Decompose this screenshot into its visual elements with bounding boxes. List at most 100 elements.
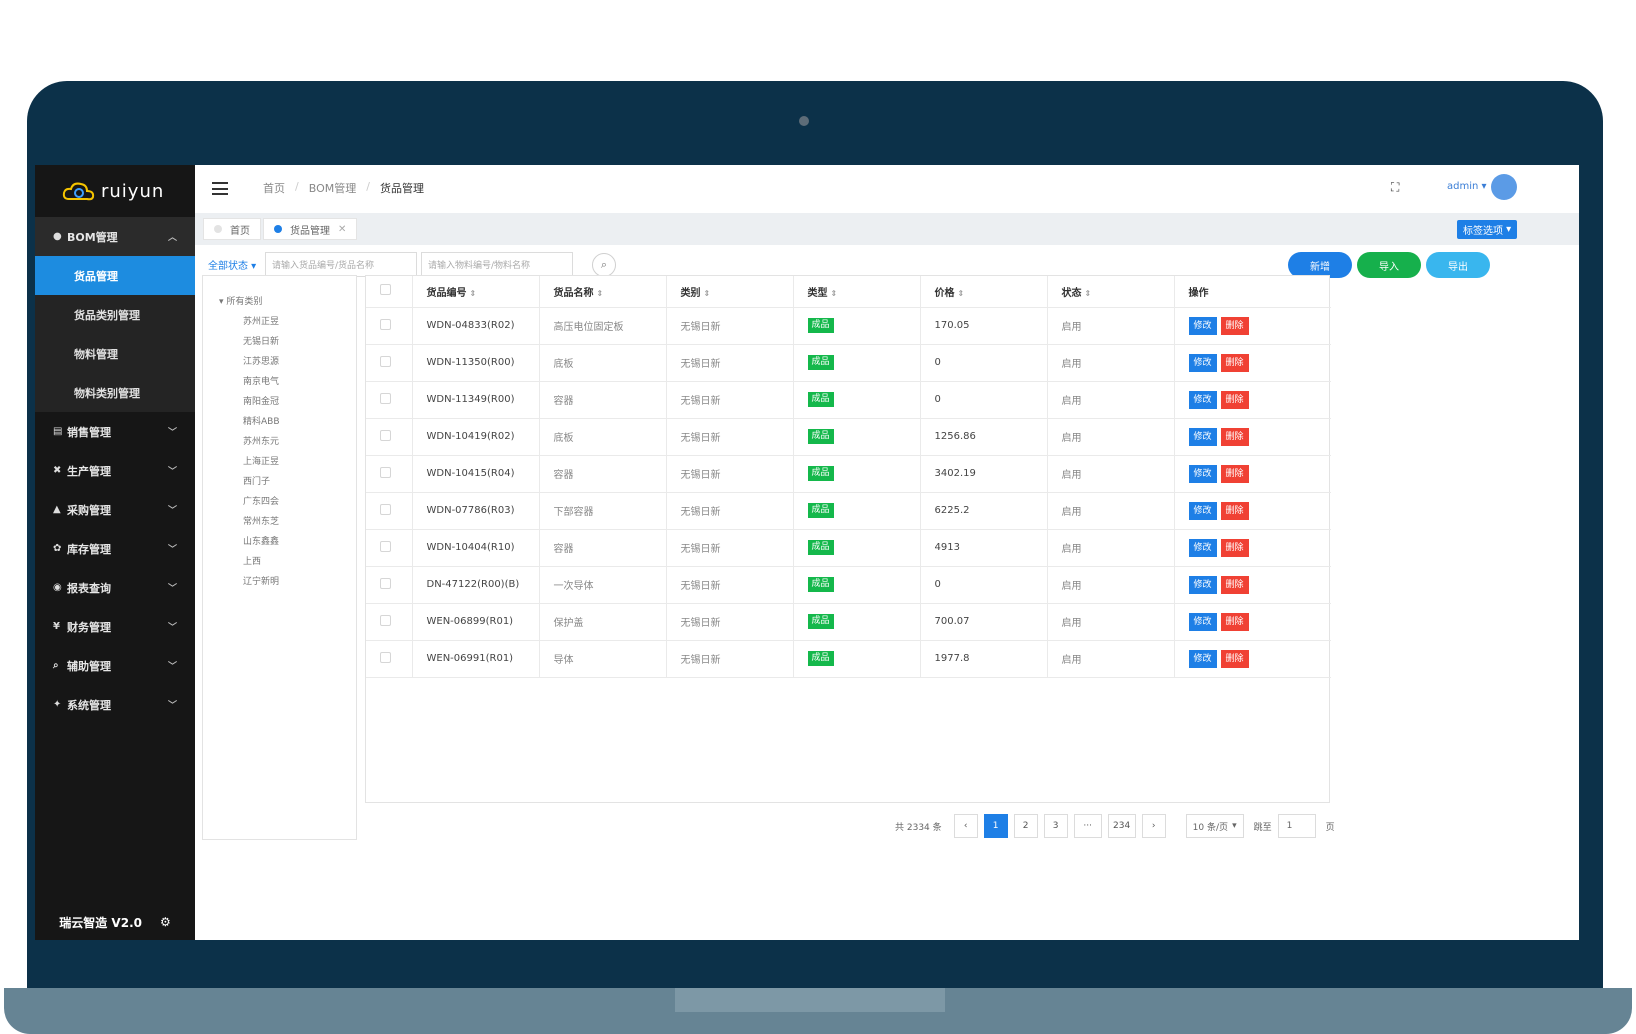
tree-node[interactable]: 山东鑫鑫 xyxy=(243,537,280,547)
export-button[interactable]: 导出 xyxy=(1426,252,1490,278)
page-button[interactable]: 234 xyxy=(1107,814,1136,838)
tree-node[interactable]: 上西 xyxy=(243,557,262,567)
tree-node[interactable]: 江苏思源 xyxy=(243,357,280,367)
col-price[interactable]: 价格 ⇕ xyxy=(920,276,1048,308)
select-all-checkbox[interactable] xyxy=(380,284,391,296)
prev-page-icon[interactable]: ‹ xyxy=(953,814,978,838)
row-checkbox[interactable] xyxy=(380,503,391,515)
fullscreen-icon[interactable]: ⛶ xyxy=(1391,180,1400,194)
close-icon[interactable]: ✕ xyxy=(338,223,347,235)
tab-options-button[interactable]: 标签选项 ▾ xyxy=(1457,220,1518,239)
tree-root[interactable]: ▾ 所有类别 xyxy=(219,294,262,307)
sidebar-item[interactable]: 货品管理 xyxy=(35,256,195,295)
edit-button[interactable]: 修改 xyxy=(1188,390,1217,409)
sidebar-group[interactable]: ⌕ 辅助管理 ﹀ xyxy=(35,646,195,685)
edit-button[interactable]: 修改 xyxy=(1188,353,1217,372)
delete-button[interactable]: 删除 xyxy=(1220,390,1249,409)
page-button[interactable]: 3 xyxy=(1043,814,1068,838)
tree-node[interactable]: 南京电气 xyxy=(243,377,280,387)
sort-icon[interactable]: ⇕ xyxy=(1084,288,1092,298)
delete-button[interactable]: 删除 xyxy=(1220,464,1249,483)
col-type[interactable]: 类型 ⇕ xyxy=(793,276,921,308)
edit-button[interactable]: 修改 xyxy=(1188,501,1217,520)
status-filter-dropdown[interactable]: 全部状态 ▾ xyxy=(208,261,257,272)
cell-code: WDN-10415(R04) xyxy=(412,455,540,493)
delete-button[interactable]: 删除 xyxy=(1220,575,1249,594)
edit-button[interactable]: 修改 xyxy=(1188,612,1217,631)
delete-button[interactable]: 删除 xyxy=(1220,353,1249,372)
jump-input[interactable]: 1 xyxy=(1277,814,1316,838)
edit-button[interactable]: 修改 xyxy=(1188,427,1217,446)
tree-node[interactable]: 常州东芝 xyxy=(243,517,280,527)
material-search-input[interactable]: 请输入物料编号/物料名称 xyxy=(421,252,573,277)
col-status[interactable]: 状态 ⇕ xyxy=(1047,276,1175,308)
user-menu[interactable]: admin ▾ xyxy=(1447,181,1487,192)
delete-button[interactable]: 删除 xyxy=(1220,538,1249,557)
sidebar-group[interactable]: ¥ 财务管理 ﹀ xyxy=(35,607,195,646)
breadcrumb-bom[interactable]: BOM管理 xyxy=(308,182,357,195)
settings-gear-icon[interactable]: ⚙ xyxy=(159,915,171,929)
tree-node[interactable]: 南阳金冠 xyxy=(243,397,280,407)
tree-node[interactable]: 精科ABB xyxy=(243,417,280,427)
breadcrumb-home[interactable]: 首页 xyxy=(263,182,285,195)
add-button[interactable]: 新增 xyxy=(1288,252,1352,278)
edit-button[interactable]: 修改 xyxy=(1188,464,1217,483)
sort-icon[interactable]: ⇕ xyxy=(957,288,965,298)
sidebar-group[interactable]: ◉ 报表查询 ﹀ xyxy=(35,568,195,607)
edit-button[interactable]: 修改 xyxy=(1188,316,1217,335)
tree-node[interactable]: 苏州东元 xyxy=(243,437,280,447)
row-checkbox[interactable] xyxy=(380,466,391,478)
cell-name: 一次导体 xyxy=(539,566,667,604)
next-page-icon[interactable]: › xyxy=(1141,814,1166,838)
sidebar-group[interactable]: ● BOM管理 ︿ xyxy=(35,217,195,256)
col-category[interactable]: 类别 ⇕ xyxy=(666,276,794,308)
page-button[interactable]: 1 xyxy=(983,814,1008,838)
delete-button[interactable]: 删除 xyxy=(1220,316,1249,335)
row-checkbox[interactable] xyxy=(380,429,391,441)
tree-node[interactable]: 广东四会 xyxy=(243,497,280,507)
sidebar-group[interactable]: ✿ 库存管理 ﹀ xyxy=(35,529,195,568)
page-button[interactable]: 2 xyxy=(1013,814,1038,838)
avatar[interactable] xyxy=(1491,174,1517,200)
sort-icon[interactable]: ⇕ xyxy=(469,288,477,298)
row-checkbox[interactable] xyxy=(380,651,391,663)
sidebar-item[interactable]: 货品类别管理 xyxy=(35,295,195,334)
sidebar-item[interactable]: 物料类别管理 xyxy=(35,373,195,412)
ellipsis-icon[interactable]: ··· xyxy=(1073,814,1102,838)
delete-button[interactable]: 删除 xyxy=(1220,427,1249,446)
sidebar-group[interactable]: ▤ 销售管理 ﹀ xyxy=(35,412,195,451)
tree-node[interactable]: 西门子 xyxy=(243,477,271,487)
col-name[interactable]: 货品名称 ⇕ xyxy=(539,276,667,308)
sort-icon[interactable]: ⇕ xyxy=(830,288,838,298)
row-checkbox[interactable] xyxy=(380,614,391,626)
tab-goods[interactable]: 货品管理 ✕ xyxy=(263,218,358,240)
edit-button[interactable]: 修改 xyxy=(1188,575,1217,594)
row-checkbox[interactable] xyxy=(380,540,391,552)
page-size-select[interactable]: 10 条/页 ▾ xyxy=(1185,814,1244,838)
tree-node[interactable]: 辽宁新明 xyxy=(243,577,280,587)
sort-icon[interactable]: ⇕ xyxy=(703,288,711,298)
goods-search-input[interactable]: 请输入货品编号/货品名称 xyxy=(265,252,417,277)
row-checkbox[interactable] xyxy=(380,577,391,589)
tree-node[interactable]: 上海正昱 xyxy=(243,457,280,467)
sidebar-item[interactable]: 物料管理 xyxy=(35,334,195,373)
sort-icon[interactable]: ⇕ xyxy=(596,288,604,298)
sidebar-group[interactable]: ✦ 系统管理 ﹀ xyxy=(35,685,195,724)
edit-button[interactable]: 修改 xyxy=(1188,538,1217,557)
col-code[interactable]: 货品编号 ⇕ xyxy=(412,276,540,308)
row-checkbox[interactable] xyxy=(380,355,391,367)
tree-node[interactable]: 无锡日新 xyxy=(243,337,280,347)
search-icon[interactable]: ⌕ xyxy=(592,253,616,277)
sidebar-group[interactable]: ✖ 生产管理 ﹀ xyxy=(35,451,195,490)
delete-button[interactable]: 删除 xyxy=(1220,501,1249,520)
sidebar-group[interactable]: ▲ 采购管理 ﹀ xyxy=(35,490,195,529)
tree-node[interactable]: 苏州正昱 xyxy=(243,317,280,327)
import-button[interactable]: 导入 xyxy=(1357,252,1421,278)
menu-toggle-icon[interactable] xyxy=(212,182,228,195)
delete-button[interactable]: 删除 xyxy=(1220,649,1249,668)
row-checkbox[interactable] xyxy=(380,392,391,404)
tab-home[interactable]: 首页 xyxy=(203,218,261,240)
delete-button[interactable]: 删除 xyxy=(1220,612,1249,631)
row-checkbox[interactable] xyxy=(380,318,391,330)
edit-button[interactable]: 修改 xyxy=(1188,649,1217,668)
